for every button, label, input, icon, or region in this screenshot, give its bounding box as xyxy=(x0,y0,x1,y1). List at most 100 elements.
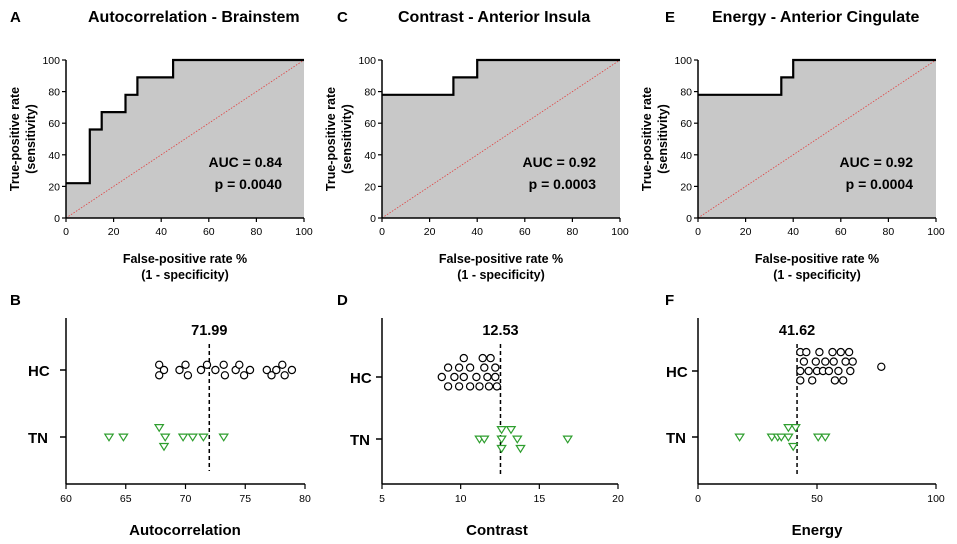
point-hc xyxy=(846,366,855,376)
x-tick-label-c: 60 xyxy=(519,226,531,238)
point-tn xyxy=(153,424,165,433)
panel-c: C Contrast - Anterior Insula 0 20 40 60 80 10… xyxy=(324,9,629,282)
threshold-label-d: 12.53 xyxy=(482,323,518,339)
point-tn xyxy=(787,442,799,452)
x-axis-label2-e: (1 - specificity) xyxy=(773,268,861,282)
point-hc xyxy=(454,363,464,372)
roc-plot-e: 0 20 40 60 80 100 0 20 40 60 80 100 AUC = 0.92 p = … xyxy=(674,55,944,238)
dot-plot-d: HC TN 12.53 5 10 15 20 xyxy=(350,318,624,505)
x-tick-label-e: 20 xyxy=(740,226,752,238)
point-tn xyxy=(198,433,209,442)
point-hc xyxy=(484,382,494,391)
point-hc xyxy=(834,366,843,376)
point-hc xyxy=(844,347,854,357)
point-hc xyxy=(219,360,228,369)
x-tick-label-e: 0 xyxy=(695,226,701,238)
x-tick-label-b: 75 xyxy=(239,493,251,505)
y-tick-label-c: 40 xyxy=(364,150,376,162)
point-hc xyxy=(287,365,297,375)
group-label-tn-f: TN xyxy=(666,430,686,447)
point-hc xyxy=(830,376,840,385)
x-axis-label-e: False-positive rate % xyxy=(755,252,879,266)
roc-reference-line-c xyxy=(381,59,621,219)
y-tick-label-a: 100 xyxy=(42,55,60,67)
x-tick-label-d: 10 xyxy=(455,493,467,505)
x-tick-label-d: 20 xyxy=(612,493,624,505)
point-hc xyxy=(839,376,848,385)
x-axis-label-a: False-positive rate % xyxy=(123,252,247,266)
point-hc xyxy=(245,365,255,375)
p-value-text-a: p = 0.0040 xyxy=(215,176,283,192)
point-hc xyxy=(181,360,190,369)
y-axis-label2-e: (sensitivity) xyxy=(656,104,670,173)
y-axis-label-a: True-positive rate xyxy=(8,87,22,191)
point-tn xyxy=(187,433,198,442)
dot-plot-f: HC TN 41.62 0 50 100 xyxy=(666,318,945,505)
point-tn xyxy=(159,433,171,442)
y-tick-label-c: 60 xyxy=(364,118,376,130)
point-tn xyxy=(103,433,115,442)
point-hc xyxy=(475,382,484,391)
y-tick-label-e: 20 xyxy=(680,181,692,193)
y-tick-label-e: 80 xyxy=(680,87,692,99)
x-tick-label-c: 0 xyxy=(379,226,385,238)
ticks-a: 0 20 40 60 80 100 0 20 40 60 80 100 xyxy=(42,55,312,238)
point-hc xyxy=(829,357,838,366)
x-tick-label-c: 40 xyxy=(471,226,483,238)
x-tick-label-a: 0 xyxy=(63,226,69,238)
point-hc xyxy=(196,365,206,375)
panel-a: A Autocorrelation - Brainstem 0 20 40 60 80 1… xyxy=(8,9,313,282)
point-tn xyxy=(820,433,831,442)
auc-text-a: AUC = 0.84 xyxy=(208,154,282,170)
point-hc xyxy=(465,382,475,391)
x-tick-label-b: 80 xyxy=(299,493,311,505)
y-tick-label-e: 40 xyxy=(680,150,692,162)
chart-title-e: Energy - Anterior Cingulate xyxy=(712,9,920,26)
point-tn xyxy=(158,442,170,452)
x-tick-label-b: 70 xyxy=(180,493,192,505)
point-tn xyxy=(496,435,507,444)
point-hc xyxy=(443,363,453,372)
ticks-c: 0 20 40 60 80 100 0 20 40 60 80 100 xyxy=(358,55,628,238)
point-hc xyxy=(821,357,830,366)
roc-curve-e xyxy=(698,58,936,96)
point-hc xyxy=(824,366,834,376)
point-hc xyxy=(154,360,164,369)
roc-reference-line-e xyxy=(697,59,937,219)
y-tick-label-a: 20 xyxy=(48,181,60,193)
point-hc xyxy=(480,363,489,372)
auc-text-c: AUC = 0.92 xyxy=(522,154,596,170)
ticks-e: 0 20 40 60 80 100 0 20 40 60 80 100 xyxy=(674,55,944,238)
y-tick-label-e: 60 xyxy=(680,118,692,130)
roc-curve-a xyxy=(66,58,304,185)
y-tick-label-c: 0 xyxy=(370,213,376,225)
point-hc xyxy=(804,366,813,376)
point-tn xyxy=(776,433,787,442)
p-value-text-c: p = 0.0003 xyxy=(529,176,597,192)
point-tn xyxy=(783,424,794,433)
panel-label-d: D xyxy=(337,292,348,309)
x-tick-label-e: 100 xyxy=(927,226,945,238)
point-tn xyxy=(812,433,824,442)
x-tick-label-f: 50 xyxy=(811,493,823,505)
point-hc xyxy=(450,372,459,382)
roc-plot-c: 0 20 40 60 80 100 0 20 40 60 80 100 AUC = 0.92 p = … xyxy=(358,55,628,238)
point-tn xyxy=(118,433,129,442)
point-hc xyxy=(491,363,500,372)
x-tick-label-d: 15 xyxy=(533,493,545,505)
point-hc xyxy=(175,365,184,375)
x-axis-label2-c: (1 - specificity) xyxy=(457,268,545,282)
point-hc xyxy=(815,347,824,357)
x-axis-label-c: False-positive rate % xyxy=(439,252,563,266)
x-axis-label-f: Energy xyxy=(792,522,844,539)
point-tn xyxy=(479,435,490,444)
point-hc xyxy=(183,371,193,380)
group-label-tn-d: TN xyxy=(350,432,370,449)
y-axis-label-e: True-positive rate xyxy=(640,87,654,191)
panel-d: D HC TN 12.53 5 10 15 20 Contrast xyxy=(337,292,624,539)
point-hc xyxy=(802,347,811,357)
x-tick-label-c: 80 xyxy=(567,226,579,238)
panel-label-a: A xyxy=(10,9,21,26)
point-hc xyxy=(437,372,446,382)
group-label-tn-b: TN xyxy=(28,430,48,447)
